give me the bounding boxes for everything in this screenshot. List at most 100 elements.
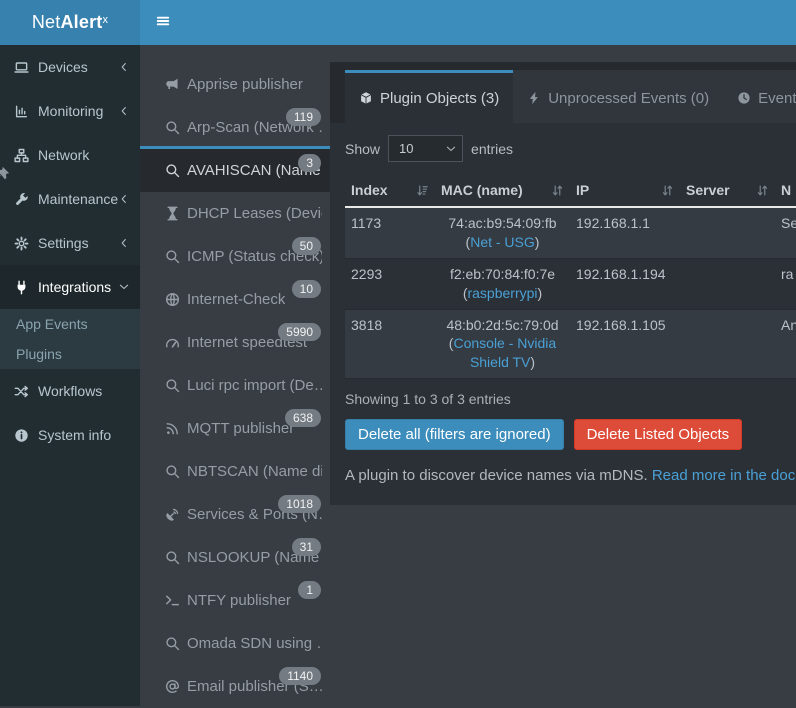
sidebar-item-network[interactable]: Network <box>0 133 140 177</box>
plugin-nav-item-arp-scan-network[interactable]: Arp-Scan (Network … 119 <box>140 106 332 149</box>
device-name: (Net - USG) <box>465 233 540 250</box>
cell-ip: 192.168.1.105 <box>576 316 666 333</box>
cell-ip: 192.168.1.1 <box>576 215 650 231</box>
count-badge: 3 <box>298 154 321 172</box>
sitemap-icon <box>14 148 29 163</box>
device-link[interactable]: raspberrypi <box>467 284 538 301</box>
chevron-left-icon <box>118 105 130 117</box>
plugin-nav-label: Omada SDN using … <box>187 635 322 652</box>
column-header-server[interactable]: Server <box>680 174 775 208</box>
count-badge: 31 <box>291 538 321 556</box>
page-size-select[interactable]: 10 <box>388 135 464 162</box>
docs-link[interactable]: Read more in the docs. <box>651 467 796 485</box>
plugin-nav-item-icmp-status-check[interactable]: ICMP (Status check) 50 <box>140 235 332 278</box>
tab-plugin-objects-3[interactable]: Plugin Objects (3) <box>345 70 514 123</box>
laptop-icon <box>14 60 29 75</box>
navbar <box>140 0 796 45</box>
device-name: (raspberrypi) <box>462 284 543 301</box>
sidebar-item-label: Network <box>38 147 90 163</box>
column-header-label: MAC (name) <box>441 182 523 198</box>
column-header-label: Server <box>686 182 730 198</box>
sidebar-item-settings[interactable]: Settings <box>0 221 140 265</box>
sidebar-item-label: Integrations <box>38 279 112 295</box>
cell-mac: 74:ac:b9:54:09:fb (Net - USG) <box>435 207 570 258</box>
plugin-nav-item-ntfy-publisher[interactable]: NTFY publisher 1 <box>140 579 332 622</box>
plugin-nav-item-apprise-publisher[interactable]: Apprise publisher <box>140 63 332 106</box>
sidebar-item-monitoring[interactable]: Monitoring <box>0 89 140 133</box>
count-badge: 638 <box>284 409 321 427</box>
satellite-dish-icon <box>165 507 180 522</box>
sidebar-item-label: Workflows <box>38 383 103 399</box>
search-icon <box>165 120 180 135</box>
count-badge: 5990 <box>278 323 321 341</box>
table-row: 2293 f2:eb:70:84:f0:7e (raspberrypi) 192.16… <box>345 258 796 310</box>
sidebar-subitem-app-events[interactable]: App Events <box>0 309 140 339</box>
sidebar-subitem-plugins[interactable]: Plugins <box>0 339 140 369</box>
plugin-nav-item-luci-rpc-import-de[interactable]: Luci rpc import (De… <box>140 364 332 407</box>
sidebar-item-system-info[interactable]: System info <box>0 413 140 457</box>
plugin-nav-item-mqtt-publisher[interactable]: MQTT publisher 638 <box>140 407 332 450</box>
plugin-nav-label: ICMP (Status check) <box>187 248 322 265</box>
cell-index: 2293 <box>351 265 383 282</box>
count-badge: 1 <box>298 581 321 599</box>
plugin-nav-label: Internet-Check <box>187 291 286 308</box>
delete-listed-button[interactable]: Delete Listed Objects <box>573 419 743 451</box>
device-link[interactable]: Net - USG <box>470 233 535 250</box>
cell-name: Se <box>781 215 796 231</box>
at-icon <box>165 679 180 694</box>
plugin-nav-item-internet-check[interactable]: Internet-Check 10 <box>140 278 332 321</box>
sidebar-toggle-button[interactable] <box>156 14 173 31</box>
plugin-nav-label: NSLOOKUP (Name … <box>187 549 322 566</box>
sidebar-item-devices[interactable]: Devices <box>0 45 140 89</box>
button-row: Delete all (filters are ignored) Delete … <box>345 419 796 451</box>
sidebar-submenu: App Events Plugins <box>0 309 140 369</box>
plugin-description: A plugin to discover device names via mD… <box>345 467 796 484</box>
page-size-select-wrap: 10 <box>388 135 464 162</box>
column-header-n[interactable]: N <box>775 174 796 208</box>
sidebar-item-workflows[interactable]: Workflows <box>0 369 140 413</box>
column-header-label: N <box>781 182 792 198</box>
plugin-description-text: A plugin to discover device names via mD… <box>345 467 648 485</box>
column-header-ip[interactable]: IP <box>570 174 680 208</box>
bullhorn-icon <box>165 77 180 92</box>
tab-label: Plugin Objects (3) <box>380 89 500 107</box>
cell-ip: 192.168.1.194 <box>576 265 666 282</box>
delete-all-button[interactable]: Delete all (filters are ignored) <box>345 419 564 451</box>
plugin-nav-item-nslookup-name[interactable]: NSLOOKUP (Name …31 <box>140 536 332 579</box>
chart-icon <box>14 104 29 119</box>
sidebar-pin-icon[interactable] <box>0 166 10 183</box>
globe-icon <box>165 292 180 307</box>
plugin-nav-item-omada-sdn-using[interactable]: Omada SDN using … <box>140 622 332 665</box>
plugin-nav-item-nbtscan-name-di[interactable]: NBTSCAN (Name di… <box>140 450 332 493</box>
device-link[interactable]: Console - Nvidia Shield TV <box>453 335 557 371</box>
plugin-nav-item-internet-speedtest[interactable]: Internet speedtest 5990 <box>140 321 332 364</box>
cell-server <box>680 258 775 309</box>
search-icon <box>165 464 180 479</box>
column-header-index[interactable]: Index <box>345 174 435 208</box>
shuffle-icon <box>14 384 29 399</box>
tab-unprocessed-events-0[interactable]: Unprocessed Events (0) <box>513 70 724 123</box>
sidebar-item-maintenance[interactable]: Maintenance <box>0 177 140 221</box>
wrench-icon <box>14 192 29 207</box>
plugin-nav-item-avahiscan-name[interactable]: AVAHISCAN (Name …3 <box>140 146 332 192</box>
table-header-row: Index MAC (name) IP Server N <box>345 174 796 208</box>
sort-icon <box>551 184 564 197</box>
column-header-mac-name[interactable]: MAC (name) <box>435 174 570 208</box>
tab-label: Events History (6) <box>758 89 796 107</box>
plugin-nav: Apprise publisher Arp-Scan (Network … 119 A… <box>140 45 332 708</box>
plugin-nav-label: Internet speedtest <box>187 334 308 351</box>
plugin-nav-item-email-publisher-s[interactable]: Email publisher (S… 1140 <box>140 665 332 708</box>
logo-text-bold: Alert <box>60 12 103 32</box>
card-body: Show 10 entries Index MAC (name) IP Server N… <box>330 123 796 505</box>
column-header-label: IP <box>576 182 590 198</box>
app-logo[interactable]: Net Alert x <box>0 0 140 45</box>
cell-mac: 48:b0:2d:5c:79:0d (Console - Nvidia Shiel… <box>435 309 570 379</box>
sidebar-item-integrations[interactable]: Integrations <box>0 265 140 309</box>
plugin-nav-item-dhcp-leases-devic[interactable]: DHCP Leases (Devic… <box>140 192 332 235</box>
mac-value: f2:eb:70:84:f0:7e <box>449 265 556 282</box>
table-row: 1173 74:ac:b9:54:09:fb (Net - USG) 192.168.… <box>345 207 796 259</box>
tab-events-history-6[interactable]: Events History (6) <box>723 70 796 123</box>
plugin-nav-item-services-ports-n[interactable]: Services & Ports (N… 1018 <box>140 493 332 536</box>
tachometer-icon <box>165 335 180 350</box>
sidebar-subitem-label: App Events <box>16 316 88 332</box>
